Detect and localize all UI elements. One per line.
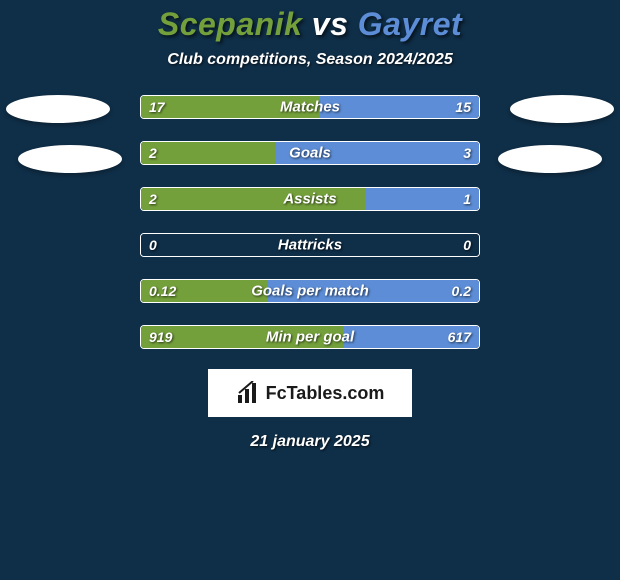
stat-row: Assists 2 1: [0, 187, 620, 211]
stat-value-left: 2: [149, 145, 157, 161]
stat-label: Min per goal: [266, 329, 354, 346]
stat-label: Hattricks: [278, 237, 342, 254]
stat-value-left: 17: [149, 99, 165, 115]
stat-label: Goals: [289, 145, 331, 162]
stat-value-right: 1: [463, 191, 471, 207]
stat-value-left: 0.12: [149, 283, 176, 299]
page-title: Scepanik vs Gayret: [158, 6, 462, 43]
stat-row: Goals 2 3: [0, 141, 620, 165]
title-player-right: Gayret: [358, 6, 462, 42]
stat-bar: Min per goal 919 617: [140, 325, 480, 349]
stat-value-right: 3: [463, 145, 471, 161]
stat-bar-left-fill: [141, 142, 276, 164]
title-player-left: Scepanik: [158, 6, 303, 42]
stat-bar: Goals per match 0.12 0.2: [140, 279, 480, 303]
stat-bar: Goals 2 3: [140, 141, 480, 165]
stat-value-right: 617: [448, 329, 471, 345]
stat-label: Goals per match: [251, 283, 369, 300]
stat-row: Hattricks 0 0: [0, 233, 620, 257]
stat-label: Matches: [280, 99, 340, 116]
logo-box: FcTables.com: [208, 369, 412, 417]
stat-row: Min per goal 919 617: [0, 325, 620, 349]
stat-bar: Hattricks 0 0: [140, 233, 480, 257]
title-vs: vs: [302, 6, 357, 42]
stat-bar: Matches 17 15: [140, 95, 480, 119]
stat-value-right: 0.2: [452, 283, 471, 299]
stat-bar-right-fill: [366, 188, 479, 210]
stat-row: Matches 17 15: [0, 95, 620, 119]
stat-value-right: 0: [463, 237, 471, 253]
stat-value-left: 919: [149, 329, 172, 345]
stat-bar: Assists 2 1: [140, 187, 480, 211]
comparison-infographic: Scepanik vs Gayret Club competitions, Se…: [0, 0, 620, 580]
subtitle: Club competitions, Season 2024/2025: [167, 51, 452, 69]
bar-chart-icon: [236, 381, 260, 405]
stat-row: Goals per match 0.12 0.2: [0, 279, 620, 303]
stat-label: Assists: [283, 191, 336, 208]
stat-value-right: 15: [455, 99, 471, 115]
stat-value-left: 0: [149, 237, 157, 253]
logo-text: FcTables.com: [266, 383, 385, 404]
date-label: 21 january 2025: [250, 433, 369, 451]
stats-area: Matches 17 15 Goals 2 3 Assists 2 1 Hattricks 0 0 Go…: [0, 95, 620, 349]
stat-value-left: 2: [149, 191, 157, 207]
